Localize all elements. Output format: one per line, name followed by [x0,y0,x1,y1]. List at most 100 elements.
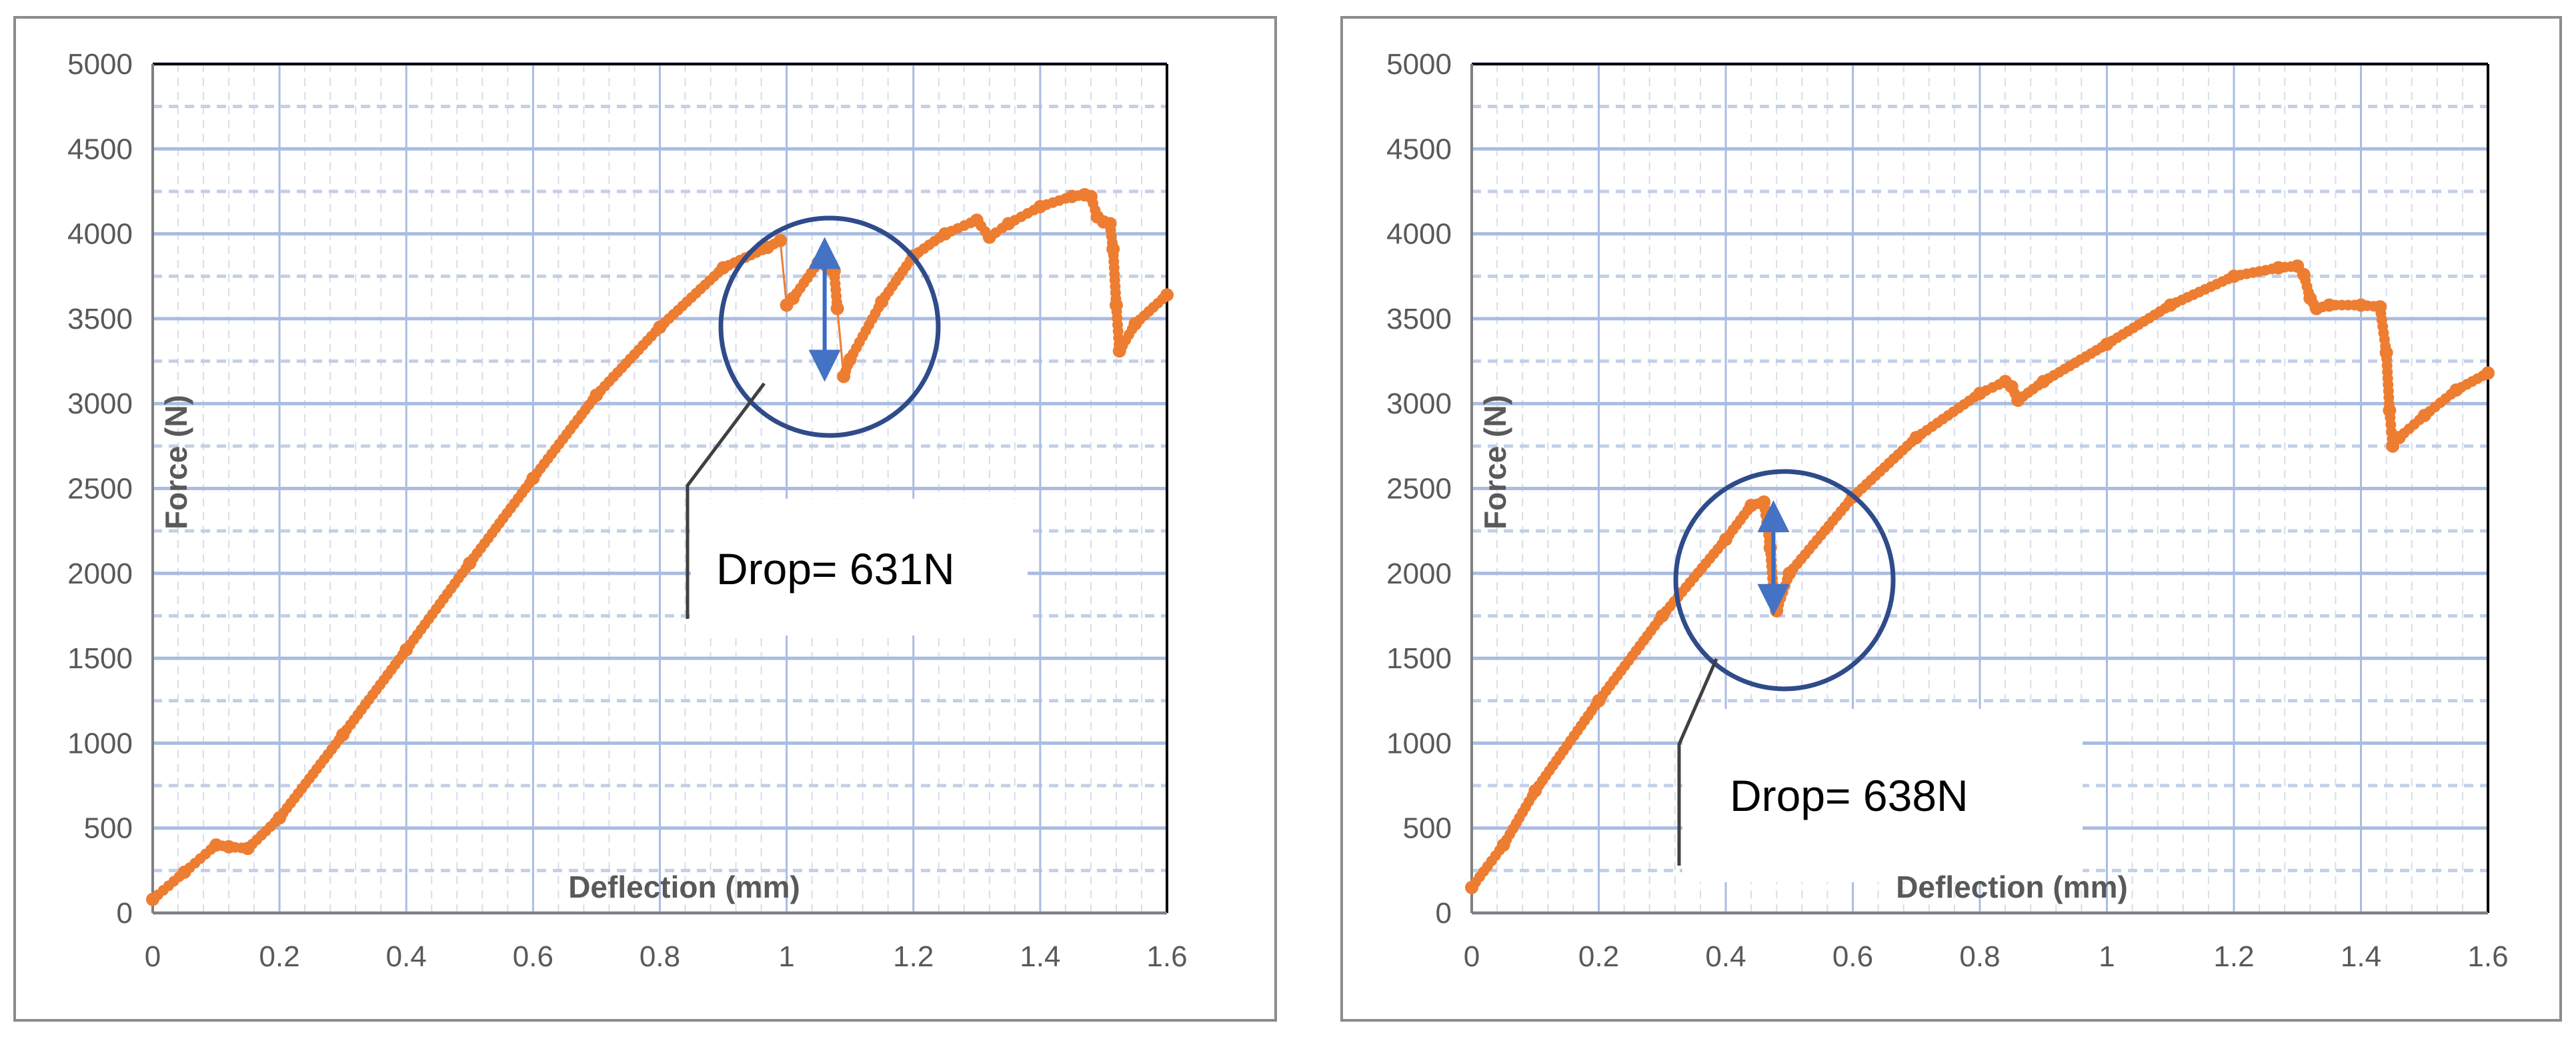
data-point [1526,790,1538,802]
data-point [1590,700,1601,712]
y-tick-label: 500 [84,812,133,845]
data-point [2096,341,2107,353]
data-point [1993,379,2005,390]
data-point [1906,436,1917,447]
x-tick-label: 0.8 [639,940,680,973]
y-tick-label: 5000 [1386,48,1452,81]
y-tick-label: 0 [1436,897,1452,930]
data-point [2387,433,2398,445]
data-point [873,302,884,313]
data-point [980,226,991,237]
y-tick-label: 2500 [1386,473,1452,505]
x-tick-label: 0.2 [259,940,300,973]
data-point [831,297,842,308]
x-tick-label: 1 [778,940,794,973]
data-point [1782,574,1793,586]
data-point [2285,261,2297,272]
y-tick-label: 5000 [67,48,133,81]
data-point [1653,615,1664,626]
y-tick-label: 1500 [1386,642,1452,675]
x-tick-label: 0.6 [1832,940,1873,973]
data-point [713,266,724,277]
data-point [2368,301,2379,312]
y-tick-label: 2000 [67,558,133,590]
data-point [1126,323,1138,335]
callout-text: Drop= 638N [1730,771,1969,820]
y-tick-label: 4500 [1386,133,1452,165]
data-point [2383,398,2395,409]
highlight-circle [718,215,941,438]
force-deflection-chart-left: 0 500 1000 1500 2000 2500 3000 3500 4000 4500 5000… [67,48,1187,973]
data-point [996,223,1008,234]
data-point [205,844,217,855]
data-point [650,326,662,337]
data-point [2445,389,2457,400]
x-tick-label: 0.4 [386,940,427,973]
x-tick-label: 1.4 [2341,940,2381,973]
data-point [397,649,408,660]
data-point [1157,293,1168,305]
data-point [1716,539,1727,550]
highlight-circle [1673,469,1896,692]
y-tick-label: 500 [1403,812,1452,845]
callout-text: Drop= 631N [716,544,955,594]
x-tick-label: 0.6 [513,940,553,973]
y-tick-label: 3000 [67,387,133,420]
y-axis-title: Force (N) [159,395,193,530]
y-tick-label: 2500 [67,473,133,505]
data-point [934,232,946,243]
force-deflection-chart-right: 0 500 1000 1500 2000 2500 3000 3500 4000 4500 5000… [1386,48,2508,973]
y-tick-label: 0 [117,897,133,930]
data-point [523,477,535,489]
data-point [842,359,854,371]
x-axis-title: Deflection (mm) [1896,870,2128,904]
x-tick-label: 0.4 [1705,940,1746,973]
data-point [236,842,247,854]
data-point [1072,190,1084,201]
x-tick-label: 0 [1464,940,1480,973]
data-point [269,817,281,828]
drop-arrow-head-down [1757,584,1790,616]
data-point [1028,205,1040,215]
chart-panel-right: 0 500 1000 1500 2000 2500 3000 3500 4000 4500 5000… [1340,16,2562,1022]
x-tick-label: 1.4 [1020,940,1060,973]
x-tick-label: 1.2 [2213,940,2254,973]
callout-leader-line [686,382,766,619]
data-point [460,563,471,574]
drop-arrow-head-down [808,349,841,382]
x-axis-title: Deflection (mm) [568,870,800,904]
x-tick-label: 1.6 [2467,940,2508,973]
y-tick-label: 3500 [67,303,133,335]
data-point [587,394,598,405]
data-point [756,244,768,255]
y-tick-label: 3500 [1386,303,1452,335]
x-tick-label: 1 [2099,940,2115,973]
data-point [1107,237,1118,248]
data-point [2223,273,2234,285]
chart-panel-left: 0 500 1000 1500 2000 2500 3000 3500 4000 4500 5000… [13,16,1277,1022]
data-point [2009,387,2021,399]
data-point [1742,505,1753,516]
x-tick-label: 0 [145,940,161,973]
data-point [333,734,345,745]
y-tick-label: 4500 [67,133,133,165]
drop-arrow-head-up [1757,499,1790,532]
x-tick-label: 0.8 [1959,940,2000,973]
callout-box [691,499,1028,636]
data-point [768,238,780,249]
data-point [217,840,228,852]
data-point [2303,287,2314,298]
data-point [173,871,185,882]
data-point [2414,414,2425,425]
x-tick-label: 1.2 [893,940,934,973]
data-point [1090,205,1101,215]
x-tick-label: 1.6 [1146,940,1187,973]
data-point [2267,263,2278,275]
x-tick-label: 0.2 [1578,940,1619,973]
data-point [2033,379,2044,391]
callout-leader-line [1677,658,1718,866]
y-tick-label: 4000 [67,218,133,251]
y-tick-label: 1000 [67,727,133,760]
y-tick-label: 1000 [1386,727,1452,760]
y-axis-title: Force (N) [1478,395,1512,530]
